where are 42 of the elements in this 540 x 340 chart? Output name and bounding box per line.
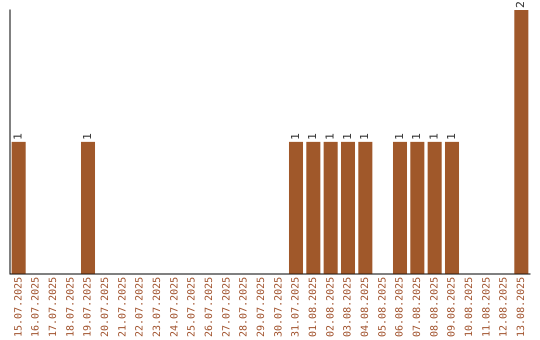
x-tick-label: 30.07.2025 — [273, 276, 284, 338]
x-tick-label: 04.08.2025 — [360, 276, 371, 338]
x-tick-label: 22.07.2025 — [134, 276, 146, 338]
x-tick-label: 18.07.2025 — [65, 276, 76, 338]
x-tick-label: 03.08.2025 — [342, 276, 354, 338]
data-label: 1 — [358, 132, 372, 140]
data-label: 1 — [410, 132, 424, 140]
x-tick-label: 12.08.2025 — [498, 276, 510, 338]
x-tick-label: 05.08.2025 — [377, 276, 388, 338]
data-label: 1 — [444, 132, 458, 140]
x-tick-label: 17.07.2025 — [48, 276, 59, 338]
x-tick-label: 01.08.2025 — [308, 276, 319, 338]
x-tick-label: 27.07.2025 — [221, 276, 232, 338]
data-label: 2 — [514, 1, 528, 8]
x-tick-label: 19.07.2025 — [82, 276, 94, 338]
x-tick-label: 06.08.2025 — [394, 276, 406, 338]
data-label: 1 — [306, 132, 320, 140]
x-tick-label: 21.07.2025 — [117, 276, 128, 338]
x-tick-label: 08.08.2025 — [429, 276, 440, 338]
x-tick-label: 02.08.2025 — [325, 276, 336, 338]
data-label: 1 — [288, 132, 302, 140]
x-tick-label: 26.07.2025 — [204, 276, 215, 338]
x-tick-label: 25.07.2025 — [186, 276, 198, 338]
x-tick-label: 10.08.2025 — [464, 276, 475, 338]
x-tick-label: 23.07.2025 — [152, 276, 163, 338]
x-tick-label: 11.08.2025 — [481, 276, 492, 338]
x-tick-label: 31.07.2025 — [290, 276, 302, 338]
x-tick-label: 20.07.2025 — [100, 276, 111, 338]
data-label: 1 — [12, 132, 25, 140]
data-label: 1 — [340, 132, 354, 140]
x-tick-label: 07.08.2025 — [412, 276, 423, 338]
data-label: 1 — [80, 132, 94, 140]
x-tick-label: 16.07.2025 — [30, 276, 42, 338]
data-label: 1 — [324, 132, 337, 140]
x-tick-label: 28.07.2025 — [238, 276, 250, 338]
x-tick-label: 24.07.2025 — [169, 276, 180, 338]
x-tick-label: 29.07.2025 — [256, 276, 267, 338]
x-tick-label: 09.08.2025 — [446, 276, 458, 338]
x-tick-label: 15.07.2025 — [13, 276, 24, 338]
data-label: 1 — [392, 132, 406, 140]
x-tick-label: 13.08.2025 — [516, 276, 527, 338]
data-label: 1 — [428, 132, 441, 140]
